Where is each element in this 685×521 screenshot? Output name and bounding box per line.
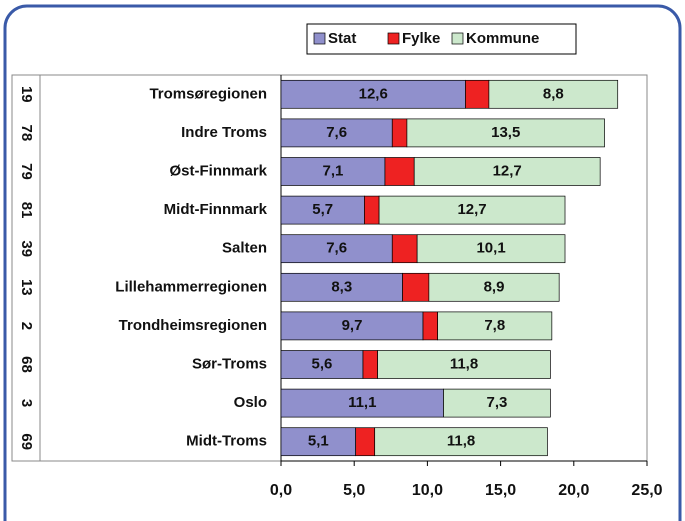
value-label: 12,6	[359, 85, 388, 102]
legend-label: Stat	[328, 30, 356, 47]
bar-segment	[437, 311, 553, 341]
rank-label: 78	[18, 125, 35, 142]
x-tick-label: 15,0	[485, 482, 516, 499]
value-label: 9,7	[342, 317, 363, 334]
bar-segment	[416, 234, 566, 264]
bar-segment	[422, 311, 438, 341]
bar-segment	[355, 427, 376, 457]
category-label: Øst-Finnmark	[169, 162, 267, 179]
value-label: 8,8	[543, 85, 564, 102]
value-label: 5,1	[308, 433, 329, 450]
value-label: 11,8	[450, 355, 478, 372]
category-label: Midt-Finnmark	[164, 201, 268, 218]
legend-swatch	[387, 32, 400, 45]
category-label: Midt-Troms	[186, 433, 267, 450]
bar-segment	[280, 234, 393, 264]
x-tick-label: 0,0	[270, 482, 292, 499]
bar-segment	[364, 195, 380, 225]
category-label: Lillehammerregionen	[115, 278, 267, 295]
rank-label: 13	[18, 279, 35, 296]
bar-segment	[402, 272, 430, 302]
value-label: 10,1	[476, 240, 505, 257]
bar-segment	[280, 388, 444, 418]
value-label: 11,8	[447, 433, 475, 450]
value-label: 12,7	[493, 162, 522, 179]
bar-segment	[488, 79, 619, 109]
bar-segment	[406, 118, 605, 148]
x-tick-label: 5,0	[343, 482, 365, 499]
value-label: 5,6	[312, 355, 333, 372]
bar-segment	[374, 427, 548, 457]
legend	[306, 23, 577, 55]
value-label: 5,7	[312, 201, 333, 218]
category-label: Salten	[222, 240, 267, 257]
x-tick-label: 25,0	[631, 482, 662, 499]
value-label: 11,1	[348, 394, 376, 411]
rank-label: 69	[18, 433, 35, 450]
rank-label: 3	[18, 399, 35, 407]
rank-label: 81	[18, 202, 35, 219]
rank-label: 79	[18, 163, 35, 180]
rank-label: 39	[18, 240, 35, 257]
value-label: 13,5	[491, 124, 520, 141]
rank-label: 2	[18, 322, 35, 330]
category-label: Trondheimsregionen	[119, 317, 267, 334]
bar-segment	[280, 79, 466, 109]
bar-segment	[465, 79, 490, 109]
value-label: 7,3	[487, 394, 508, 411]
bar-segment	[280, 427, 357, 457]
category-label: Tromsøregionen	[149, 85, 267, 102]
category-label: Indre Troms	[181, 124, 267, 141]
value-label: 7,6	[326, 240, 347, 257]
value-label: 7,1	[323, 162, 344, 179]
rank-label: 19	[18, 86, 35, 103]
value-label: 7,6	[326, 124, 347, 141]
legend-swatch	[313, 32, 326, 45]
bar-segment	[280, 157, 386, 186]
bar-segment	[413, 157, 601, 186]
bar-segment	[384, 157, 415, 186]
value-label: 7,8	[484, 317, 505, 334]
rank-label: 68	[18, 356, 35, 373]
bar-segment	[391, 234, 418, 264]
category-label: Oslo	[234, 394, 267, 411]
bar-segment	[377, 350, 551, 379]
legend-swatch	[451, 32, 464, 45]
bar-segment	[391, 118, 408, 148]
bar-segment	[443, 388, 551, 418]
category-label: Sør-Troms	[192, 355, 267, 372]
legend-label: Fylke	[402, 30, 440, 47]
bar-segment	[428, 272, 560, 302]
bar-segment	[280, 350, 364, 379]
x-tick-label: 20,0	[558, 482, 589, 499]
bar-segment	[280, 311, 424, 341]
x-tick-label: 10,0	[412, 482, 443, 499]
bar-segment	[280, 118, 393, 148]
value-label: 8,9	[484, 278, 505, 295]
value-label: 12,7	[457, 201, 486, 218]
bar-segment	[362, 350, 378, 379]
legend-label: Kommune	[466, 30, 539, 47]
bar-segment	[378, 195, 566, 225]
value-label: 8,3	[331, 278, 352, 295]
